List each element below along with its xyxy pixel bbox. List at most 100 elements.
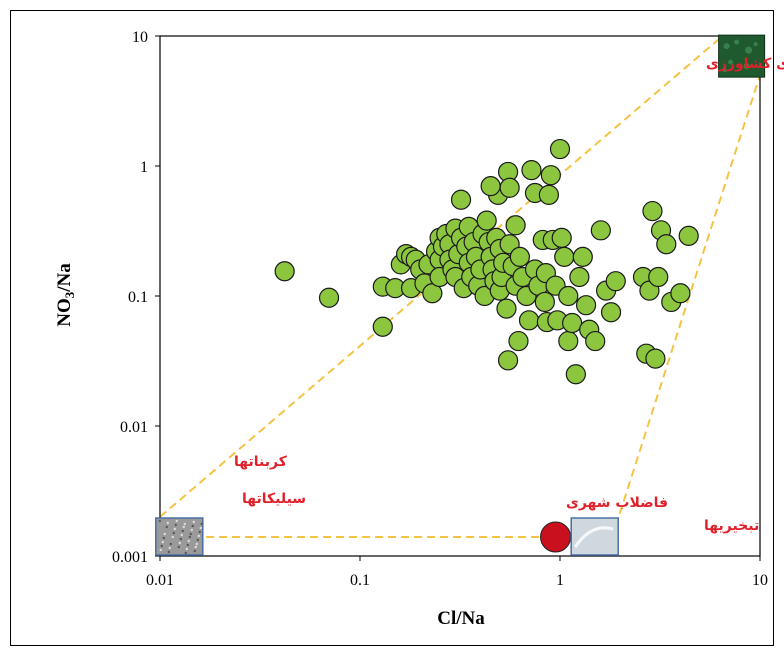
label-silicate: سیلیکاتها	[242, 491, 306, 507]
data-point	[678, 225, 699, 246]
silicate-swatch-texture	[172, 531, 175, 535]
data-point	[558, 285, 579, 307]
silicate-swatch-texture	[182, 525, 185, 529]
silicate-swatch-texture	[171, 535, 174, 539]
data-point	[508, 330, 529, 352]
silicate-swatch	[155, 517, 204, 556]
data-point	[549, 138, 571, 160]
data-point	[565, 364, 586, 385]
agriculture-swatch-texture	[723, 43, 730, 50]
y-tick-label: 1	[140, 159, 148, 176]
agriculture-swatch-texture	[743, 63, 750, 70]
silicate-swatch-texture	[186, 543, 189, 547]
data-point	[509, 246, 530, 267]
silicate-swatch-texture	[179, 537, 182, 541]
silicate-swatch-texture	[174, 523, 177, 527]
data-point	[480, 176, 501, 197]
data-points	[274, 138, 699, 385]
urban-sewage-marker	[540, 521, 572, 553]
y-axis-label-base: NO	[54, 298, 75, 327]
silicate-swatch-texture	[189, 532, 192, 536]
x-tick-label: 1	[556, 572, 564, 589]
data-point	[648, 266, 669, 288]
x-tick-label: 0.01	[146, 572, 174, 589]
label-agriculture: فعالیتهای کشاورزی	[706, 56, 784, 72]
data-point	[497, 350, 519, 371]
silicate-swatch-texture	[163, 532, 166, 536]
silicate-swatch-texture	[199, 526, 202, 530]
silicate-swatch-texture	[185, 547, 188, 551]
data-point	[605, 271, 626, 292]
x-tick-label: 0.1	[350, 572, 370, 589]
evaporite-swatch	[570, 517, 619, 556]
silicate-swatch-texture	[191, 524, 194, 528]
data-point	[585, 330, 606, 352]
data-point	[496, 298, 517, 319]
silicate-swatch-texture	[196, 538, 199, 542]
data-point	[575, 295, 597, 316]
data-point	[450, 189, 472, 210]
silicate-swatch-texture	[173, 527, 176, 531]
y-tick-label: 0.1	[128, 289, 148, 306]
y-tick-label: 0.01	[120, 419, 148, 436]
silicate-swatch-texture	[192, 520, 195, 524]
agriculture-swatch-texture	[722, 68, 727, 73]
data-point	[534, 291, 555, 313]
data-point	[499, 177, 520, 198]
silicate-swatch-texture	[190, 528, 193, 532]
agriculture-swatch-texture	[734, 39, 740, 45]
data-point	[274, 261, 295, 282]
data-point	[600, 302, 622, 323]
guide-line	[614, 74, 761, 527]
silicate-swatch-texture	[197, 534, 200, 538]
data-point	[476, 210, 497, 231]
data-point	[558, 330, 579, 352]
silicate-swatch-texture	[161, 540, 164, 544]
y-tick-label: 0.001	[112, 549, 148, 566]
silicate-swatch-texture	[195, 542, 198, 546]
silicate-swatch-texture	[194, 545, 197, 549]
data-point	[569, 266, 590, 288]
data-point	[505, 215, 526, 236]
silicate-swatch-texture	[169, 542, 172, 546]
data-point	[562, 312, 583, 334]
axis-ticks: 0.01 0.1 1 10 0.001 0.01 0.1 1 10	[112, 29, 768, 589]
data-point	[551, 227, 572, 248]
silicate-swatch-texture	[198, 530, 201, 534]
silicate-swatch-texture	[180, 533, 183, 537]
agriculture-swatch-texture	[728, 59, 734, 65]
data-point	[518, 310, 540, 331]
agriculture-swatch-texture	[745, 46, 753, 54]
silicate-swatch-texture	[184, 551, 187, 555]
data-point	[372, 316, 393, 337]
y-tick-label: 10	[132, 29, 148, 46]
silicate-swatch-texture	[166, 521, 169, 525]
silicate-swatch-texture	[162, 536, 165, 540]
label-urban-sewage: فاضلاب شهری	[566, 495, 668, 511]
data-point	[521, 159, 542, 181]
data-point	[318, 287, 340, 308]
silicate-swatch-texture	[178, 541, 181, 545]
data-point	[656, 234, 677, 255]
y-axis-label: NO3/Na	[54, 263, 77, 327]
x-axis-label: Cl/Na	[437, 608, 485, 629]
y-axis-label-tail: /Na	[54, 263, 75, 293]
y-axis-label-subscript: 3	[62, 291, 77, 298]
silicate-swatch-texture	[160, 544, 163, 548]
evaporite-swatch-texture	[573, 526, 614, 548]
data-point	[645, 348, 666, 369]
x-tick-label: 10	[752, 572, 768, 589]
silicate-swatch-texture	[165, 525, 168, 529]
silicate-swatch-texture	[187, 539, 190, 543]
silicate-swatch-texture	[167, 550, 170, 554]
silicate-swatch-texture	[177, 545, 180, 549]
label-evaporite: تبخیریها	[704, 518, 759, 534]
silicate-swatch-texture	[158, 519, 161, 523]
data-point	[554, 246, 575, 267]
silicate-swatch-texture	[188, 535, 191, 539]
data-point	[572, 246, 593, 267]
silicate-swatch-texture	[193, 549, 196, 553]
silicate-swatch-texture	[175, 519, 178, 523]
label-carbonate: کربناتها	[234, 454, 288, 470]
agriculture-swatch-texture	[753, 42, 758, 47]
